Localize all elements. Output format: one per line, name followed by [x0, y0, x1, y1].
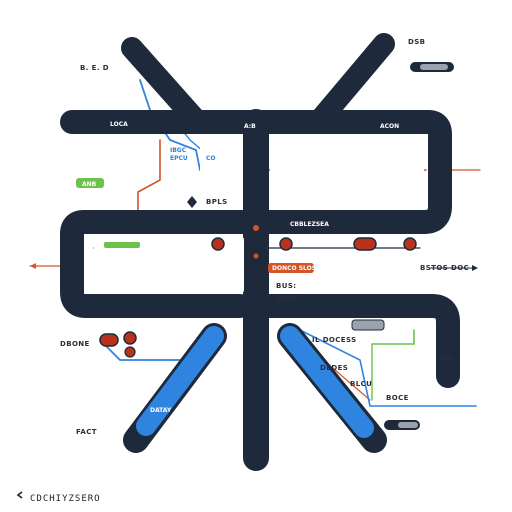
- upper-left-arm: [121, 37, 207, 131]
- label-center-heading: CBBLEZSEA: [290, 221, 329, 228]
- badge-grey-mid[interactable]: [351, 319, 385, 331]
- upper-right-cell: [270, 136, 424, 208]
- label-row-a-center: A:B: [244, 123, 256, 130]
- label-diag-right-3: BLCU: [350, 380, 372, 388]
- station-icon: [253, 253, 259, 259]
- label-center-sub-2: DUSP: [276, 294, 299, 302]
- label-left-blue-diag: DATAY: [150, 407, 172, 414]
- label-orange-badge: DONCO SLOS: [272, 265, 316, 272]
- upper-left-cell: [200, 136, 242, 208]
- badges: [76, 62, 454, 430]
- badge-green[interactable]: [76, 178, 104, 188]
- badge-green-strip: [104, 242, 140, 248]
- label-right-mid: BSTOS DOC: [420, 264, 469, 272]
- blue-diagonals: [123, 323, 387, 453]
- arrow-left-marker: [30, 263, 36, 269]
- green-line-right: [371, 329, 415, 345]
- badge-orange[interactable]: [268, 263, 314, 273]
- label-top-right: DSB: [408, 38, 425, 46]
- label-mid-blue-1: IBGC: [170, 147, 187, 154]
- label-left-cluster: DBONE: [60, 340, 90, 348]
- station-1[interactable]: [211, 237, 225, 251]
- main-lines: [60, 33, 460, 471]
- arrow-right-marker: [472, 265, 478, 271]
- label-top-left: B. E. D: [80, 64, 109, 72]
- markers: [16, 196, 478, 499]
- label-row-a-right: ACON: [380, 123, 399, 130]
- orange-line-left: [137, 139, 161, 213]
- station-7[interactable]: [124, 346, 136, 358]
- chevron-left-icon[interactable]: [16, 491, 23, 499]
- upper-right-arm: [309, 33, 395, 131]
- label-diag-right-1: IL DOCESS: [312, 336, 357, 344]
- label-center-sub-1: BUS:: [276, 282, 296, 290]
- pin-icon[interactable]: [187, 196, 197, 208]
- label-green-badge: ANB: [82, 181, 97, 188]
- station-3[interactable]: [353, 237, 377, 251]
- blue-diagonal-right-fill: [280, 326, 374, 438]
- blue-line-right: [299, 329, 477, 407]
- stations: [99, 237, 417, 358]
- footer-text: CDCHIYZSERO: [30, 494, 101, 504]
- label-right-low: JSL: [439, 354, 453, 362]
- label-mid-node: BPLS: [206, 198, 228, 206]
- label-mid-blue-3: CO: [206, 155, 216, 162]
- lower-right-box: [244, 294, 460, 388]
- station-2[interactable]: [279, 237, 293, 251]
- lower-left-cell: [94, 236, 244, 294]
- station-5[interactable]: [99, 333, 119, 347]
- label-row-a-left: LOCA: [110, 121, 128, 128]
- label-bottom-left: FACT: [76, 428, 97, 436]
- compass-icon: [253, 225, 259, 231]
- label-mid-blue-2: EPCU: [170, 155, 188, 162]
- box-interiors: [94, 136, 424, 294]
- label-diag-right-2: DEDES: [320, 364, 348, 372]
- badge-bottom-right-fill: [398, 422, 418, 428]
- station-4[interactable]: [403, 237, 417, 251]
- station-6[interactable]: [123, 331, 137, 345]
- labels: B. E. D DSB LOCA A:B ACON ANB IBGC EPCU …: [30, 38, 469, 504]
- badge-top-right-fill: [420, 64, 448, 70]
- blue-diagonal-left-fill: [136, 326, 224, 436]
- label-right-bottom: BOCE: [386, 394, 409, 402]
- upper-right-box: [60, 110, 452, 318]
